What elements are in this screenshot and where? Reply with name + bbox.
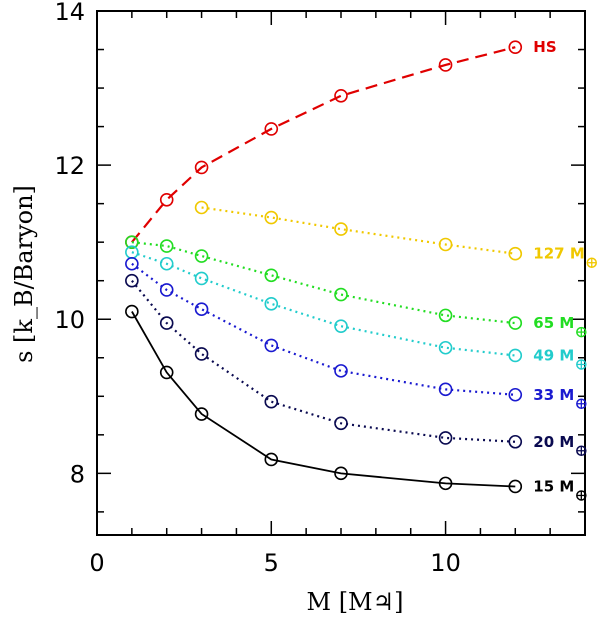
x-tick-label: 5 [264,549,279,577]
series-label: 15 M [533,477,587,501]
x-axis-label: M [M♃] [306,588,403,616]
data-point [508,40,523,55]
data-point [125,256,139,271]
data-point [438,476,453,491]
data-point [264,394,279,409]
data-point [334,364,348,378]
data-point [438,340,453,355]
data-point [125,273,139,288]
data-point [438,237,453,252]
x-tick-label: 0 [89,549,104,577]
series-label-text: 65 M [533,314,574,332]
series-label-text: 127 M [533,245,584,263]
series-line [131,251,516,357]
data-point [508,316,523,330]
data-point [159,316,174,330]
series-label: 127 M [533,245,598,268]
series-line [131,311,516,488]
series-label: HS [533,38,556,56]
data-point [508,387,523,402]
series-0 [125,40,523,249]
data-point [194,347,209,361]
series-4 [125,256,523,402]
series-line [131,241,516,325]
data-point [125,235,139,249]
y-tick-label: 10 [54,306,85,334]
data-point [264,452,279,467]
data-point [508,434,523,449]
series-label-text: 49 M [533,346,574,364]
series-line [131,280,516,443]
series-line [131,262,516,396]
data-point [334,287,348,302]
series-label-text: 33 M [533,386,574,404]
data-point [334,416,348,431]
data-point [334,466,348,481]
earth-symbol-icon [586,257,598,268]
data-point [264,338,279,353]
data-point [159,283,174,297]
data-point [194,200,209,215]
data-point [194,249,209,263]
series-label: 33 M [533,386,587,410]
data-point [194,302,209,317]
series-line [131,46,516,243]
data-point [159,365,174,380]
data-point [264,268,279,283]
earth-symbol-icon [576,326,587,338]
x-tick-label: 10 [430,549,461,577]
data-point [508,479,523,494]
series-label: 65 M [533,314,587,338]
series-label-text: 20 M [533,433,574,451]
series-line [201,206,516,255]
earth-symbol-icon [576,359,587,370]
data-point [194,160,209,175]
series-label-text: HS [533,38,556,56]
data-point [264,122,279,136]
series-1 [194,200,523,261]
data-point [334,222,348,236]
series-2 [125,235,523,330]
data-point [159,192,174,207]
earth-symbol-icon [576,398,587,410]
earth-symbol-icon [576,445,587,457]
series-label: 49 M [533,346,587,370]
data-point [194,407,209,421]
data-point [159,239,174,253]
data-point [438,382,453,397]
series-5 [125,273,523,449]
data-point [334,319,348,333]
ticks [96,10,586,535]
data-point [264,210,279,225]
series-layer [125,40,523,494]
data-point [125,304,139,319]
data-point [438,58,453,72]
data-point [334,88,348,103]
data-point [438,431,453,445]
data-point [508,246,523,261]
y-axis-label: s [k_B/Baryon] [10,185,38,363]
y-tick-label: 8 [70,460,85,488]
series-label-text: 15 M [533,477,574,495]
series-label: 20 M [533,433,587,457]
series-6 [125,304,523,494]
tick-labels: 0 5 10 8 10 12 14 [54,0,460,577]
earth-symbol-icon [576,490,587,501]
data-point [264,297,279,311]
y-tick-label: 14 [54,0,85,26]
series-3 [125,245,523,363]
y-tick-label: 12 [54,152,85,180]
series-labels: HS 127 M 65 M 49 M 33 M 20 M 15 M [533,38,598,501]
data-point [438,308,453,323]
data-point [159,256,174,271]
data-point [194,271,209,286]
data-point [508,348,523,363]
